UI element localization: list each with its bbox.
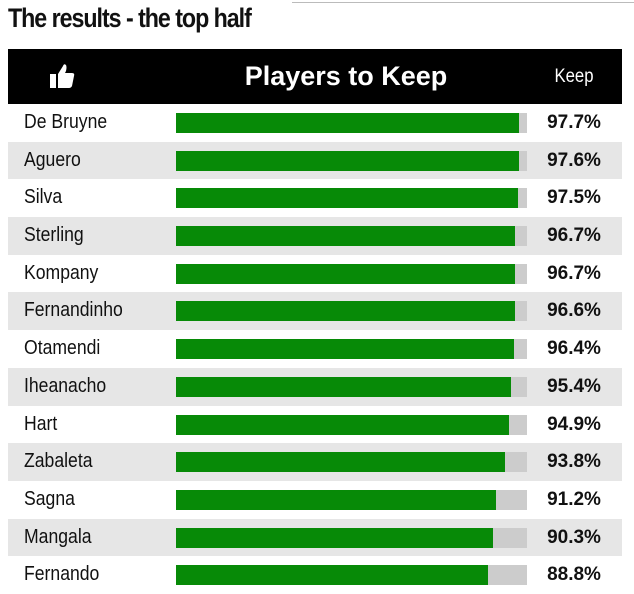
- bar: [176, 188, 519, 209]
- top-divider: [292, 2, 634, 3]
- bar-track: [176, 452, 527, 473]
- player-name: Silva: [24, 186, 63, 209]
- player-name: De Bruyne: [24, 111, 108, 133]
- table-row: Fernandinho 96.6%: [8, 292, 622, 331]
- bar-track: [176, 226, 527, 247]
- bar: [176, 414, 510, 435]
- keep-value: 97.6%: [547, 149, 601, 171]
- bar: [176, 489, 497, 510]
- bar: [176, 452, 506, 473]
- table-row: Silva 97.5%: [8, 179, 622, 218]
- keep-value: 96.7%: [547, 262, 601, 284]
- player-name: Iheanacho: [24, 374, 107, 397]
- bar-track: [176, 113, 527, 133]
- bar-track: [176, 376, 527, 397]
- bar-track: [176, 188, 527, 209]
- table-row: Sterling 96.7%: [8, 217, 622, 255]
- table-row: Hart 94.9%: [8, 405, 622, 444]
- bar: [176, 301, 516, 322]
- bar-track: [176, 489, 527, 510]
- table-row: Otamendi 96.4%: [8, 330, 622, 368]
- bar-track: [176, 565, 527, 586]
- bar: [176, 150, 519, 171]
- results-chart: Players to Keep Keep De Bruyne 97.7% Aguer…: [8, 49, 622, 594]
- table-row: Zabaleta 93.8%: [8, 443, 622, 481]
- keep-value: 96.4%: [547, 338, 601, 360]
- bar-track: [176, 339, 527, 360]
- player-name: Hart: [24, 412, 58, 435]
- player-name: Otamendi: [24, 337, 101, 360]
- bar-track: [176, 263, 527, 284]
- bar: [176, 113, 519, 133]
- table-row: Sagna 91.2%: [8, 480, 622, 519]
- keep-value: 97.7%: [547, 112, 601, 133]
- keep-value: 90.3%: [547, 526, 601, 548]
- bar-track: [176, 301, 527, 322]
- table-row: De Bruyne 97.7%: [8, 104, 622, 142]
- chart-header: Players to Keep Keep: [8, 49, 622, 104]
- keep-column-header: Keep: [554, 66, 594, 87]
- keep-value: 93.8%: [547, 451, 601, 473]
- keep-value: 94.9%: [547, 413, 601, 435]
- bar: [176, 527, 493, 548]
- player-name: Fernando: [24, 563, 100, 586]
- player-name: Sagna: [24, 487, 75, 510]
- table-row: Iheanacho 95.4%: [8, 367, 622, 406]
- chart-title: Players to Keep: [244, 61, 448, 91]
- bar-track: [176, 527, 527, 548]
- keep-value: 96.6%: [547, 300, 601, 322]
- player-name: Sterling: [24, 224, 84, 247]
- player-name: Mangala: [24, 525, 92, 548]
- bar-track: [176, 150, 527, 171]
- player-name: Zabaleta: [24, 450, 93, 473]
- table-row: Aguero 97.6%: [8, 141, 622, 180]
- bar: [176, 376, 511, 397]
- page-title: The results - the top half: [8, 3, 252, 33]
- bar: [176, 565, 488, 586]
- table-row: Kompany 96.7%: [8, 254, 622, 293]
- keep-value: 96.7%: [547, 225, 601, 247]
- player-name: Fernandinho: [24, 299, 123, 322]
- bar: [176, 263, 516, 284]
- keep-value: 88.8%: [547, 564, 601, 586]
- bar: [176, 339, 515, 360]
- keep-value: 97.5%: [547, 187, 601, 209]
- table-row: Fernando 88.8%: [8, 556, 622, 594]
- thumbs-up-icon: [50, 64, 75, 88]
- table-row: Mangala 90.3%: [8, 518, 622, 557]
- keep-value: 91.2%: [547, 488, 601, 510]
- bar-track: [176, 414, 527, 435]
- keep-value: 95.4%: [547, 375, 601, 397]
- bar: [176, 226, 516, 247]
- player-name: Kompany: [24, 261, 99, 284]
- chart-rows: De Bruyne 97.7% Aguero 97.6% Silva 97.5% Sterl…: [8, 104, 622, 594]
- player-name: Aguero: [24, 148, 81, 171]
